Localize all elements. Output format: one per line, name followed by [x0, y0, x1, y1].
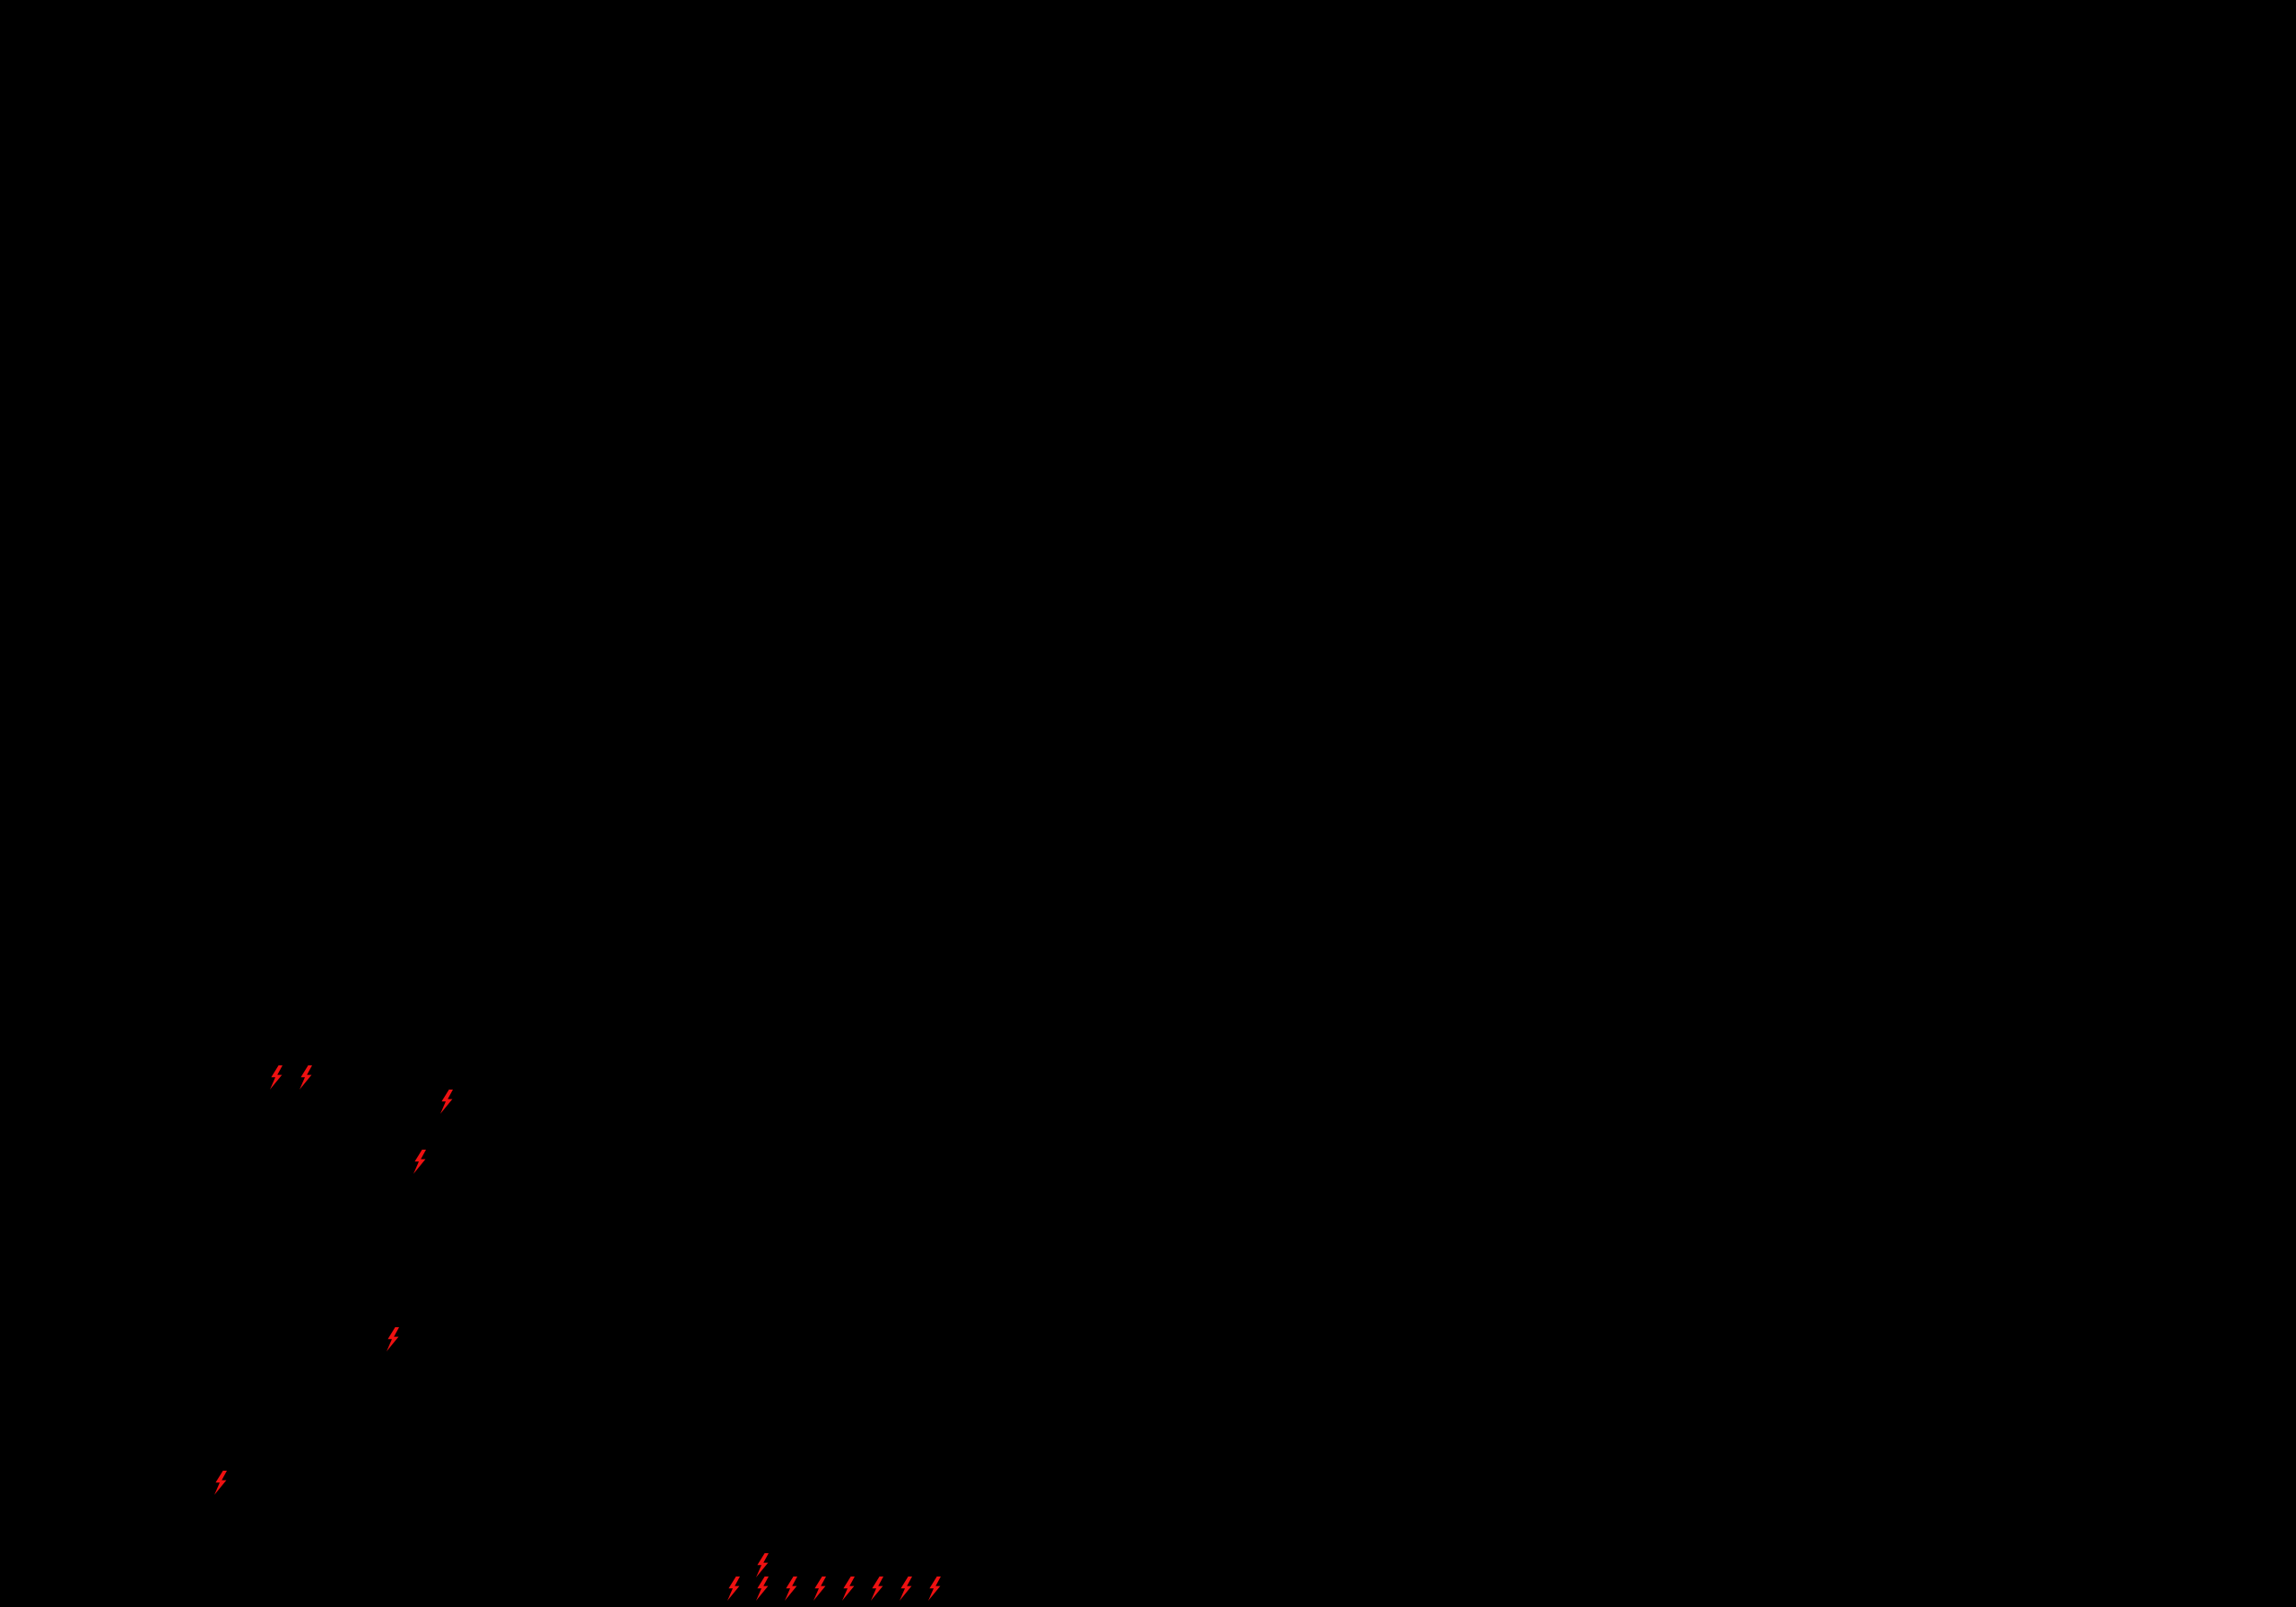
- lightning-bolt-icon: [213, 1471, 228, 1495]
- lightning-bolt-icon: [439, 1090, 454, 1114]
- lightning-bolt-icon: [841, 1577, 856, 1601]
- lightning-bolt-icon: [726, 1577, 741, 1601]
- lightning-bolt-icon: [927, 1577, 942, 1601]
- lightning-bolt-icon: [755, 1577, 770, 1601]
- lightning-bolt-icon: [299, 1065, 313, 1090]
- lightning-bolt-icon: [784, 1577, 798, 1601]
- lightning-bolt-icon: [413, 1150, 427, 1174]
- lightning-bolt-icon: [899, 1577, 913, 1601]
- lightning-bolt-icon: [755, 1553, 770, 1577]
- lightning-bolt-icon: [269, 1065, 283, 1090]
- lightning-bolt-icon: [386, 1327, 400, 1351]
- lightning-bolt-icon: [870, 1577, 884, 1601]
- lightning-bolt-icon: [813, 1577, 827, 1601]
